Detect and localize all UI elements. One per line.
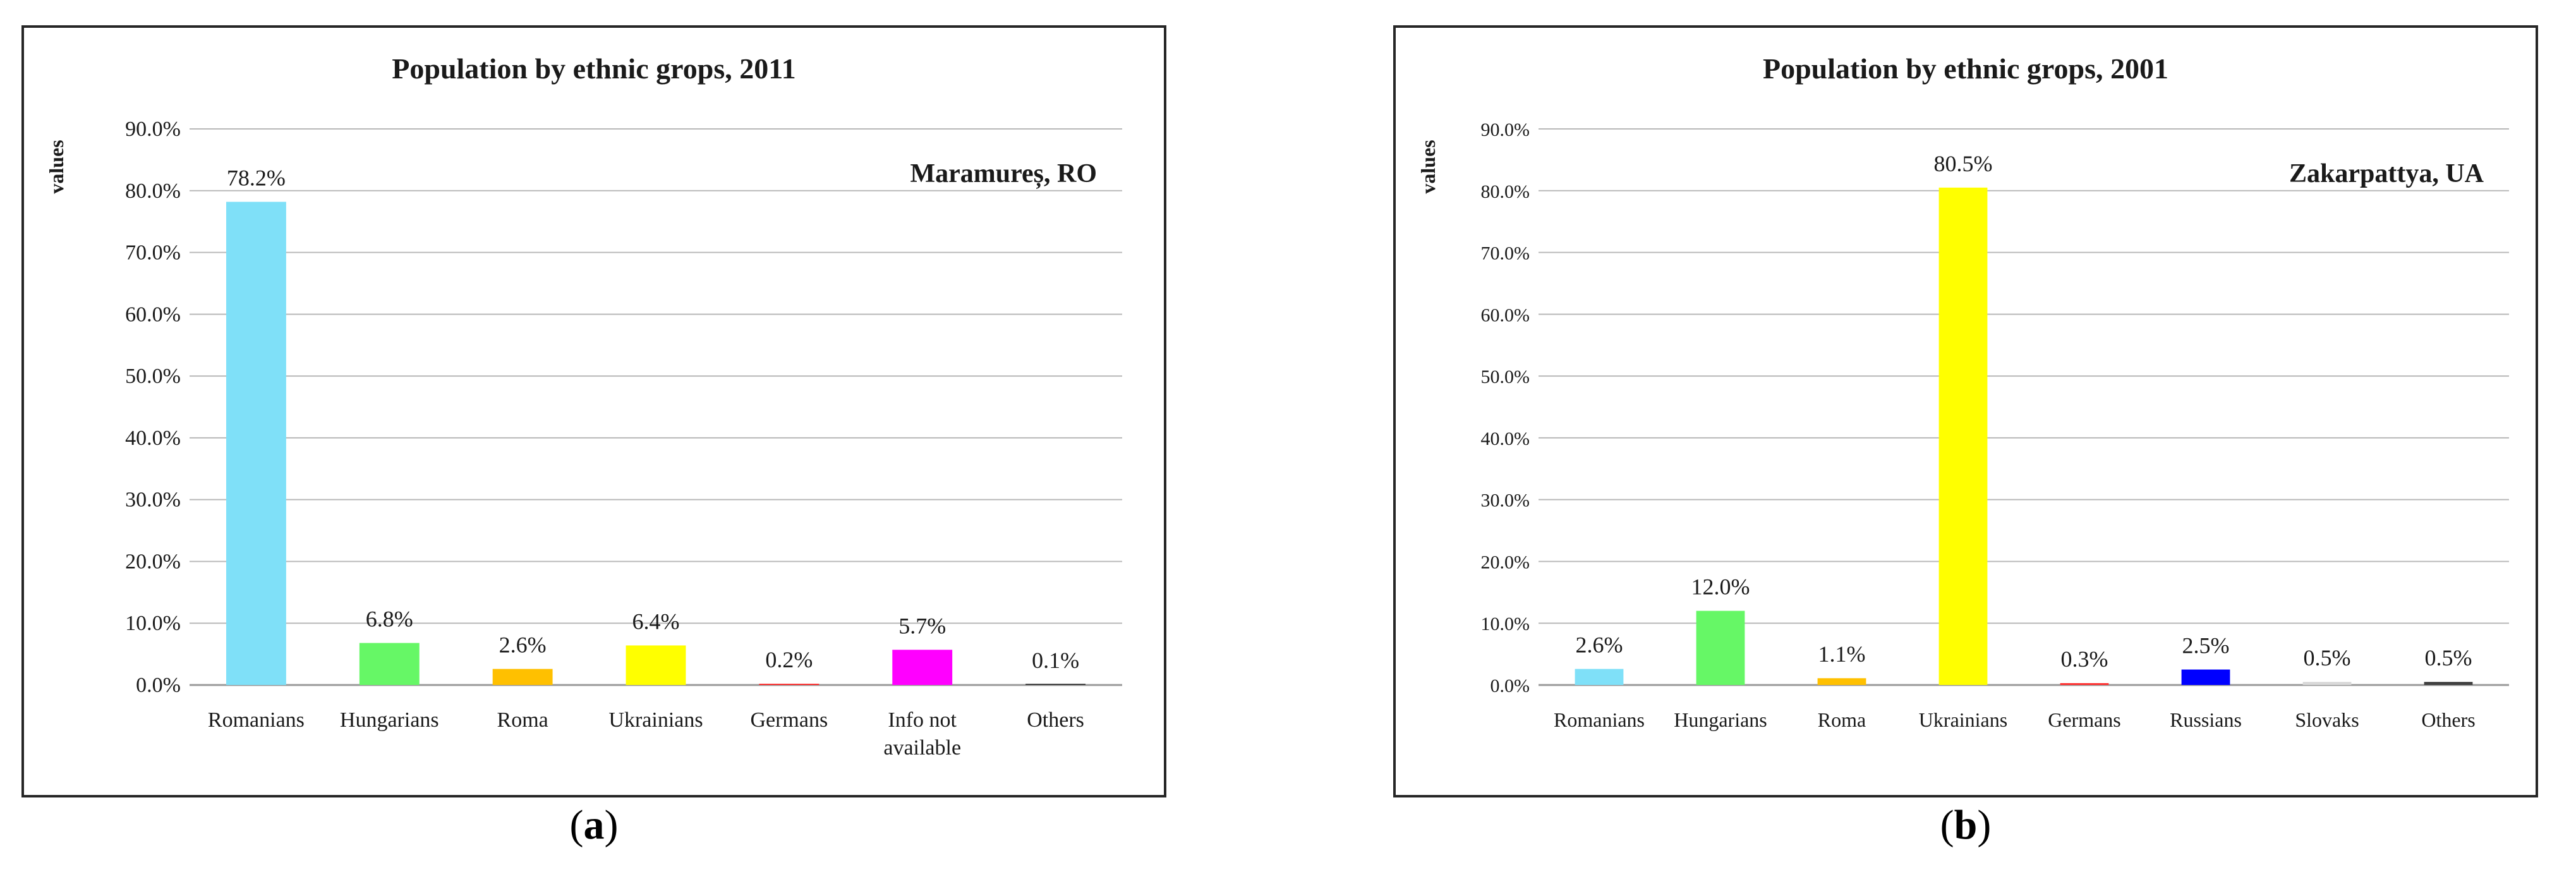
data-label: 2.5% <box>2182 633 2230 658</box>
y-tick-label: 70.0% <box>125 241 181 265</box>
x-tick-label: Hungarians <box>1674 708 1767 731</box>
x-tick-label: Hungarians <box>340 708 439 732</box>
caption-a-letter: a <box>583 802 605 848</box>
y-tick-label: 50.0% <box>125 365 181 388</box>
caption-b: (b) <box>1940 802 1992 848</box>
y-tick-label: 70.0% <box>1481 243 1530 264</box>
data-label: 6.8% <box>366 607 413 632</box>
bar <box>1575 669 1624 685</box>
chart-panel-b: Population by ethnic grops, 2001 values 0.… <box>1393 25 2538 797</box>
y-tick-label: 10.0% <box>1481 614 1530 634</box>
y-tick-label: 80.0% <box>125 179 181 203</box>
bar <box>1696 610 1745 685</box>
bar <box>1817 678 1866 685</box>
bar <box>359 643 420 685</box>
x-tick-label: Germans <box>2048 708 2121 731</box>
bar <box>626 645 686 685</box>
data-label: 5.7% <box>898 613 946 638</box>
y-tick-label: 30.0% <box>1481 490 1530 511</box>
bar <box>2181 669 2230 685</box>
caption-a: (a) <box>569 802 619 848</box>
region-annotation: Maramureș, RO <box>910 159 1098 189</box>
chart-b-svg: Population by ethnic grops, 2001 values 0.… <box>1417 52 2509 731</box>
bar <box>2302 682 2352 685</box>
bar <box>1938 187 1988 685</box>
y-tick-label: 10.0% <box>125 612 181 635</box>
y-tick-label: 20.0% <box>125 550 181 573</box>
x-tick-label: Slovaks <box>2295 708 2359 731</box>
x-tick-label: Romanians <box>1554 708 1645 731</box>
y-tick-label: 40.0% <box>125 427 181 450</box>
data-label: 6.4% <box>632 609 680 634</box>
x-tick-label: Roma <box>1818 708 1866 731</box>
y-tick-label: 60.0% <box>125 303 181 326</box>
y-axis-label: values <box>1417 140 1439 193</box>
x-tick-label: Others <box>2421 708 2475 731</box>
data-label: 78.2% <box>227 165 286 190</box>
bar <box>2060 683 2109 685</box>
bar <box>892 650 953 685</box>
y-tick-label: 90.0% <box>125 118 181 141</box>
y-tick-label: 30.0% <box>125 488 181 512</box>
y-tick-label: 90.0% <box>1481 119 1530 140</box>
x-tick-label: Ukrainians <box>608 708 703 732</box>
data-label: 0.5% <box>2304 645 2351 670</box>
x-tick-label: Romanians <box>208 708 305 732</box>
chart-panel-a: Population by ethnic grops, 2011 values 0.… <box>21 25 1166 797</box>
bar <box>2424 682 2473 685</box>
data-label: 0.5% <box>2425 645 2472 670</box>
data-label: 12.0% <box>1691 574 1750 600</box>
bar <box>226 202 286 685</box>
x-tick-label: Info not <box>888 708 957 732</box>
bar <box>1025 684 1086 685</box>
y-tick-label: 20.0% <box>1481 552 1530 573</box>
data-label: 1.1% <box>1818 641 1866 667</box>
y-tick-label: 0.0% <box>1491 676 1530 696</box>
x-tick-label: Ukrainians <box>1919 708 2007 731</box>
caption-b-letter: b <box>1954 802 1978 848</box>
y-tick-label: 0.0% <box>136 674 181 697</box>
y-axis-label: values <box>45 140 68 193</box>
x-tick-label: Roma <box>497 708 548 732</box>
y-tick-label: 50.0% <box>1481 367 1530 387</box>
bar <box>759 684 819 685</box>
data-label: 0.3% <box>2061 646 2108 672</box>
x-tick-label: Others <box>1027 708 1084 732</box>
data-label: 0.2% <box>765 647 813 672</box>
y-tick-label: 40.0% <box>1481 428 1530 449</box>
bar <box>492 669 553 685</box>
x-tick-label: Germans <box>750 708 828 732</box>
x-tick-label: available <box>883 736 961 760</box>
y-tick-label: 60.0% <box>1481 305 1530 325</box>
x-tick-label: Russians <box>2170 708 2242 731</box>
y-tick-label: 80.0% <box>1481 181 1530 202</box>
data-label: 2.6% <box>499 633 547 658</box>
data-label: 2.6% <box>1576 633 1623 658</box>
chart-title: Population by ethnic grops, 2011 <box>392 52 795 85</box>
chart-title: Population by ethnic grops, 2001 <box>1763 52 2168 85</box>
region-annotation: Zakarpattya, UA <box>2289 159 2484 188</box>
data-label: 0.1% <box>1032 648 1079 673</box>
chart-a-svg: Population by ethnic grops, 2011 values 0.… <box>45 52 1122 760</box>
data-label: 80.5% <box>1934 151 1993 176</box>
